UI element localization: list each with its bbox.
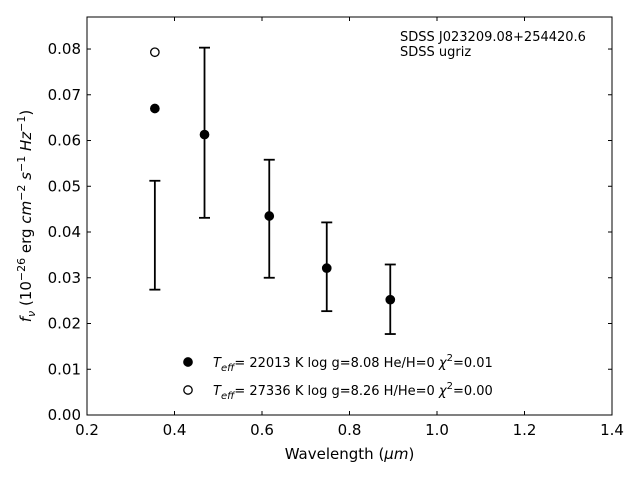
- x-axis-label: Wavelength (μm): [285, 445, 415, 463]
- legend-marker-2: [183, 385, 193, 395]
- y-tick-label: 0.04: [48, 223, 81, 241]
- x-tick-label: 0.6: [250, 421, 274, 439]
- annotation-line: SDSS J023209.08+254420.6: [400, 30, 586, 45]
- y-tick-label: 0.08: [48, 40, 81, 58]
- y-tick-label: 0.03: [48, 269, 81, 287]
- model-a-point: [264, 211, 275, 221]
- y-tick-label: 0.05: [48, 177, 81, 195]
- y-tick-label: 0.06: [48, 132, 81, 150]
- plot-axes: [86, 16, 613, 416]
- y-axis-label: fν (10−26 erg cm−2 s−1 Hz−1): [15, 110, 38, 323]
- model-b-point: [150, 47, 160, 58]
- x-tick-label: 0.4: [163, 421, 187, 439]
- legend-label-1: Teff= 22013 K log g=8.08 He/H=0 χ2=0.01: [213, 353, 493, 374]
- y-tick-label: 0.07: [48, 86, 81, 104]
- legend-marker-1: [183, 357, 193, 367]
- x-tick-label: 1.4: [600, 421, 624, 439]
- model-a-point: [385, 294, 396, 305]
- y-tick-label: 0.00: [48, 406, 81, 424]
- x-tick-label: 0.8: [338, 421, 362, 439]
- plot-marks: [149, 46, 396, 335]
- legend-label-2: Teff= 27336 K log g=8.26 H/He=0 χ2=0.00: [213, 381, 493, 402]
- x-tick-label: 1.0: [425, 421, 449, 439]
- annotation-line: SDSS ugriz: [400, 45, 471, 60]
- model-a-point: [199, 129, 210, 140]
- plot-labels: 0.2 0.4 0.6 0.8 1.0 1.2 1.4 0.00 0.01 0.02 0.03 0.0…: [15, 30, 624, 463]
- y-tick-label: 0.02: [48, 315, 81, 333]
- y-tick-label: 0.01: [48, 360, 81, 378]
- x-tick-label: 0.2: [75, 421, 99, 439]
- model-a-point: [321, 263, 332, 274]
- x-tick-label: 1.2: [513, 421, 537, 439]
- model-a-point: [150, 103, 160, 114]
